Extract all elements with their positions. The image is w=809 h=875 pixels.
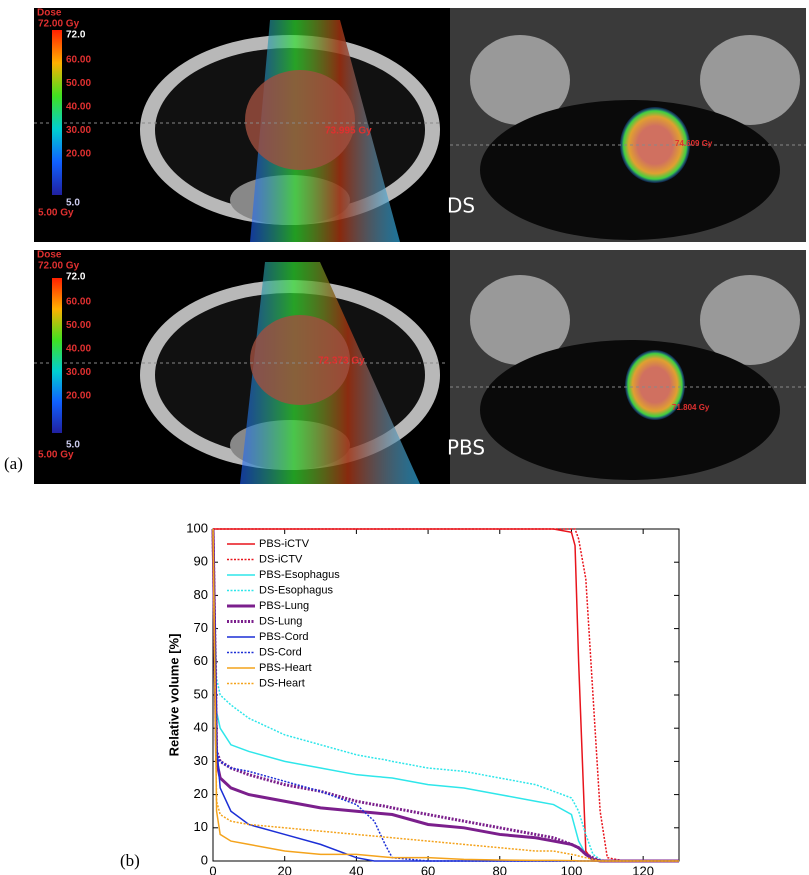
y-tick-label: 90 [194, 554, 208, 569]
colorbar-min-mark: 5.0 [66, 440, 80, 451]
ds-images [34, 8, 806, 242]
y-tick-label: 20 [194, 786, 208, 801]
dvh-line [212, 528, 679, 862]
panel-label: (b) [120, 851, 140, 870]
colorbar-level: 20.00 [66, 149, 91, 160]
dvh-line [211, 528, 679, 863]
legend-label: PBS-iCTV [259, 538, 310, 550]
colorbar-level: 40.00 [66, 102, 91, 113]
legend-label: PBS-Esophagus [259, 569, 340, 581]
y-tick-label: 0 [201, 852, 208, 867]
point-dose: 73.995 Gy [325, 126, 372, 137]
colorbar-max-mark: 72.0 [66, 30, 86, 41]
legend-label: DS-Lung [259, 615, 302, 627]
x-tick-label: 120 [632, 863, 654, 875]
colorbar-level: 30.00 [66, 367, 91, 378]
point-dose: 71.804 Gy [672, 403, 710, 412]
colorbar-max: 72.00 Gy [38, 261, 80, 272]
y-tick-label: 30 [194, 753, 208, 768]
colorbar-level: 50.00 [66, 78, 91, 89]
dvh-line [212, 528, 679, 862]
y-tick-label: 40 [194, 720, 208, 735]
colorbar-title: Dose [37, 8, 62, 19]
panel-label: (a) [4, 454, 23, 473]
y-tick-label: 70 [194, 620, 208, 635]
colorbar-level: 50.00 [66, 320, 91, 331]
colorbar-min: 5.00 Gy [38, 208, 74, 219]
plan-label: PBS [447, 436, 485, 460]
y-tick-label: 50 [194, 686, 208, 701]
legend-label: PBS-Cord [259, 631, 309, 643]
y-axis-label: Relative volume [%] [166, 634, 181, 757]
x-tick-label: 40 [349, 863, 363, 875]
colorbar-max-mark: 72.0 [66, 272, 86, 283]
legend-label: DS-Cord [259, 646, 302, 658]
colorbar-max: 72.00 Gy [38, 19, 80, 30]
point-dose: 74.609 Gy [675, 139, 713, 148]
plot-area [212, 528, 680, 862]
y-tick-label: 60 [194, 653, 208, 668]
legend-label: PBS-Lung [259, 600, 309, 612]
x-tick-label: 80 [493, 863, 507, 875]
legend-label: PBS-Heart [259, 662, 312, 674]
dvh-line [213, 528, 679, 862]
dvh-line [212, 528, 679, 862]
colorbar-level: 60.00 [66, 55, 91, 66]
legend-label: DS-Esophagus [259, 584, 333, 596]
y-tick-label: 10 [194, 819, 208, 834]
colorbar-min: 5.00 Gy [38, 450, 74, 461]
point-dose: 72.373 Gy [318, 356, 365, 367]
x-tick-label: 60 [421, 863, 435, 875]
x-tick-label: 0 [209, 863, 216, 875]
dvh-line [212, 528, 679, 862]
colorbar-level: 60.00 [66, 297, 91, 308]
plot: 0 10 20 30 40 50 60 70 80 90 100 0 20 40 60 80 100 120 Rel… [166, 520, 680, 875]
pbs-images [34, 250, 806, 484]
colorbar-min-mark: 5.0 [66, 198, 80, 209]
plan-label: DS [447, 194, 475, 218]
legend-label: DS-Heart [259, 677, 305, 689]
colorbar-title: Dose [37, 250, 62, 261]
x-tick-label: 100 [561, 863, 583, 875]
y-tick-label: 100 [186, 520, 208, 535]
colorbar-level: 20.00 [66, 391, 91, 402]
colorbar-level: 30.00 [66, 125, 91, 136]
colorbar-level: 40.00 [66, 344, 91, 355]
y-tick-label: 80 [194, 587, 208, 602]
x-tick-label: 20 [277, 863, 291, 875]
legend-label: DS-iCTV [259, 553, 303, 565]
